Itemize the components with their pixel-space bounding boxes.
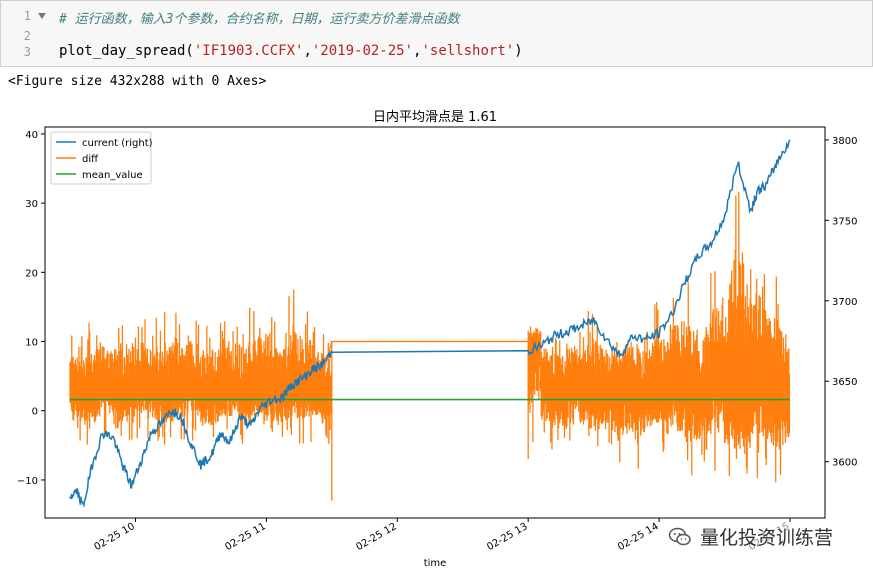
watermark-text: 量化投资训练营: [698, 523, 836, 550]
y-left-tick-label: 10: [25, 338, 38, 349]
y-right-tick-label: 3700: [832, 297, 857, 308]
y-left-tick-label: 40: [25, 130, 38, 141]
code-call-line[interactable]: plot_day_spread('IF1903.CCFX','2019-02-2…: [59, 43, 523, 59]
line-number: 1: [23, 9, 31, 23]
current-line: [69, 139, 791, 508]
x-axis-label: time: [424, 558, 447, 569]
watermark: 量化投资训练营: [668, 523, 836, 550]
code-arg-contract: 'IF1903.CCFX': [193, 43, 304, 59]
y-right-tick-label: 3750: [832, 216, 857, 227]
line-number: 3: [23, 45, 31, 59]
diff-series: [69, 191, 791, 501]
code-arg-date: '2019-02-25': [311, 43, 414, 59]
x-tick-label: 02-25 10: [93, 521, 137, 553]
plot-area: [44, 126, 826, 519]
x-tick-label: 02-25 14: [616, 521, 660, 553]
chart-title: 日内平均滑点是 1.61: [373, 109, 497, 125]
legend-entry: mean_value: [82, 170, 143, 181]
code-comment-line[interactable]: # 运行函数，输入3个参数，合约名称，日期，运行卖方价差滑点函数: [59, 8, 459, 27]
diff-line: [69, 340, 791, 398]
y-right-tick-label: 3600: [832, 458, 857, 469]
x-tick-label: 02-25 12: [354, 521, 398, 553]
legend-entry: current (right): [82, 138, 153, 149]
y-left-tick-label: 30: [25, 199, 38, 210]
code-sep: ,: [303, 43, 312, 59]
code-comment: # 运行函数，输入3个参数，合约名称，日期，运行卖方价差滑点函数: [59, 12, 460, 27]
legend-entry: diff: [82, 154, 99, 165]
code-func: plot_day_spread(: [59, 43, 194, 59]
output-text: <Figure size 432x288 with 0 Axes>: [8, 74, 267, 89]
y-left-tick-label: −10: [17, 476, 38, 487]
y-left-tick-label: 0: [32, 407, 38, 418]
code-arg-mode: 'sellshort': [421, 43, 515, 59]
code-sep: ,: [413, 43, 422, 59]
y-left-tick-label: 20: [25, 268, 38, 279]
wechat-icon: [668, 527, 691, 545]
fold-arrow-icon[interactable]: [38, 13, 46, 19]
legend-box: [50, 131, 152, 185]
current-series: [69, 139, 791, 508]
line-number: 2: [23, 29, 31, 43]
line-number-gutter: 1 2 3: [1, 1, 51, 66]
code-cell[interactable]: 1 2 3 # 运行函数，输入3个参数，合约名称，日期，运行卖方价差滑点函数 p…: [0, 0, 873, 67]
x-tick-label: 02-25 11: [223, 521, 267, 553]
code-close: ): [514, 43, 523, 59]
y-right-tick-label: 3800: [832, 136, 857, 147]
y-right-tick-label: 3650: [832, 377, 857, 388]
x-tick-label: 02-25 13: [485, 521, 529, 553]
